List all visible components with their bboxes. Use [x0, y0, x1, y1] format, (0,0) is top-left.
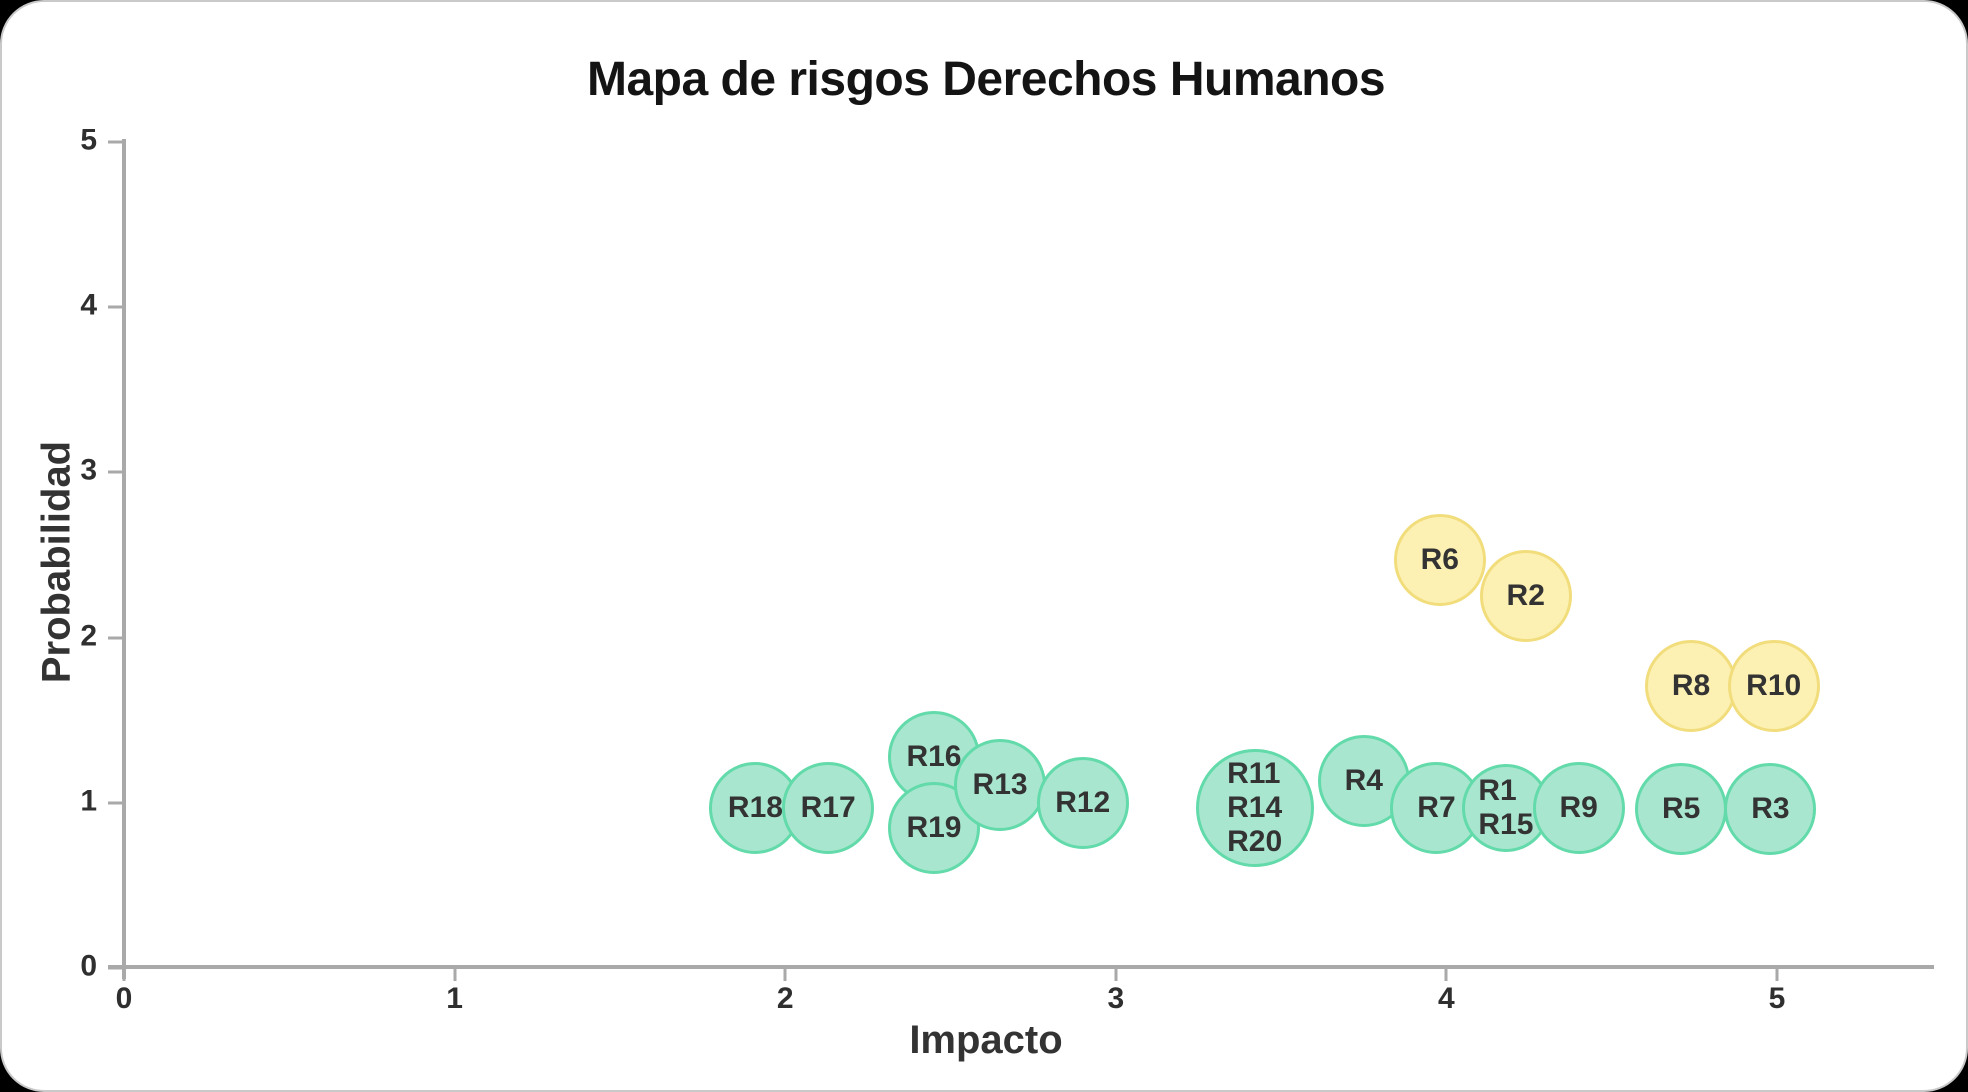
y-axis-tick [108, 140, 124, 144]
x-axis-tick [122, 968, 126, 981]
bubble-r13: R13 [954, 738, 1047, 831]
x-axis-tick-label: 5 [1768, 982, 1786, 1015]
bubble-r9: R9 [1532, 761, 1625, 854]
bubble-r5: R5 [1635, 763, 1728, 856]
bubble-label: R5 [1661, 792, 1701, 826]
bubble-label: R8 [1671, 668, 1711, 702]
y-axis-line [122, 139, 126, 979]
bubble-label: R1 R15 [1478, 773, 1534, 841]
bubble-label: R9 [1559, 790, 1598, 824]
x-axis-title: Impacto [909, 1018, 1063, 1062]
bubble-r2: R2 [1479, 550, 1572, 643]
y-axis-tick-label: 3 [80, 454, 97, 488]
bubble-label: R4 [1344, 764, 1383, 798]
bubble-label: R3 [1751, 792, 1790, 826]
y-axis-tick-label: 4 [80, 288, 97, 322]
bubble-label: R18 [727, 790, 783, 824]
y-axis-tick [108, 305, 124, 309]
bubble-label: R7 [1417, 790, 1456, 824]
bubble-r11-r14-r20: R11 R14 R20 [1195, 748, 1314, 867]
x-axis-tick [453, 968, 457, 981]
bubble-label: R16 [906, 739, 962, 773]
bubble-label: R10 [1746, 668, 1802, 702]
bubble-label: R11 R14 R20 [1227, 756, 1283, 858]
bubble-label: R12 [1055, 785, 1111, 819]
x-axis-tick-label: 4 [1438, 982, 1455, 1015]
x-axis-tick-label: 0 [115, 982, 133, 1015]
x-axis-tick [1444, 968, 1448, 981]
y-axis-tick [108, 470, 124, 474]
bubble-r17: R17 [782, 761, 875, 854]
y-axis-tick [108, 966, 124, 970]
bubble-r6: R6 [1393, 513, 1486, 606]
y-axis-tick-label: 5 [80, 123, 97, 157]
x-axis-tick [1114, 968, 1118, 981]
y-axis-tick-label: 2 [80, 619, 97, 653]
bubble-r3: R3 [1724, 763, 1817, 856]
x-axis-tick [783, 968, 787, 981]
y-axis-tick [108, 801, 124, 805]
x-axis-tick-label: 1 [446, 982, 463, 1015]
bubble-label: R13 [972, 767, 1028, 801]
bubble-r8: R8 [1645, 639, 1738, 732]
bubble-r12: R12 [1036, 756, 1129, 849]
y-axis-tick-label: 1 [80, 784, 97, 818]
bubble-label: R2 [1506, 579, 1545, 613]
y-axis-tick [108, 636, 124, 640]
chart-title: Mapa de risgos Derechos Humanos [586, 53, 1386, 106]
y-axis-tick-label: 0 [80, 949, 97, 983]
bubble-r10: R10 [1727, 639, 1820, 732]
x-axis-tick-label: 3 [1107, 982, 1125, 1015]
bubble-label: R6 [1420, 542, 1459, 576]
x-axis-line [108, 965, 1934, 969]
bubble-label: R17 [800, 790, 856, 824]
bubble-label: R19 [906, 810, 962, 844]
x-axis-tick-label: 2 [776, 982, 794, 1015]
x-axis-tick [1775, 968, 1779, 981]
